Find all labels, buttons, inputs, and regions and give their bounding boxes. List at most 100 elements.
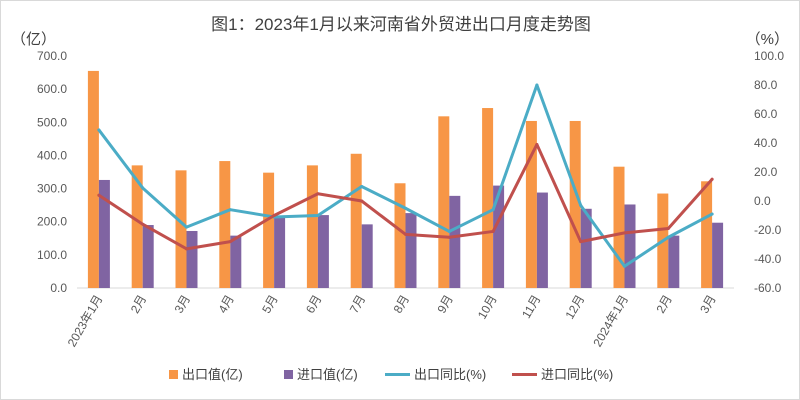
import-value-bar xyxy=(449,195,461,288)
legend: 出口值(亿) 进口值(亿) 出口同比(%) 进口同比(%) xyxy=(169,367,613,382)
legend-label: 进口值(亿) xyxy=(297,367,358,382)
export-value-bar xyxy=(482,108,494,288)
y-right-tick-label: 0.0 xyxy=(754,194,771,208)
export-yoy-point xyxy=(666,235,670,239)
import-value-bar xyxy=(274,216,286,288)
import-value-bar xyxy=(361,224,373,288)
import-value-bar xyxy=(317,215,329,288)
import-yoy-point xyxy=(447,235,451,239)
import-yoy-point xyxy=(185,247,188,251)
import-yoy-point xyxy=(710,177,714,181)
x-category-label: 8月 xyxy=(391,293,412,316)
import-value-bar xyxy=(493,185,505,288)
y-right-tick-label: 80.0 xyxy=(754,78,778,92)
legend-swatch xyxy=(169,370,178,379)
y-left-tick-label: 0.0 xyxy=(50,281,67,295)
export-yoy-point xyxy=(535,83,539,87)
y-right-tick-label: 60.0 xyxy=(754,107,778,121)
x-category-label: 7月 xyxy=(347,293,368,316)
x-category-label: 3月 xyxy=(172,293,193,316)
import-value-bar xyxy=(230,235,242,288)
import-value-bar xyxy=(624,204,636,288)
x-category-label: 9月 xyxy=(434,293,455,316)
import-yoy-point xyxy=(535,142,539,146)
y-left-tick-label: 400.0 xyxy=(37,148,67,162)
import-yoy-point xyxy=(491,229,495,233)
y-right-tick-label: 100.0 xyxy=(754,49,784,63)
x-category-label: 4月 xyxy=(215,293,236,316)
import-value-bar xyxy=(405,213,417,288)
export-yoy-point xyxy=(228,208,232,212)
x-category-label: 2月 xyxy=(128,293,149,316)
import-yoy-point xyxy=(404,232,407,236)
import-yoy-point xyxy=(141,222,145,226)
import-value-bar xyxy=(186,230,198,288)
axes-group: 0.0 100.0 200.0 300.0 400.0 500.0 600.0 700.0 -6… xyxy=(37,49,784,349)
import-value-bar xyxy=(98,179,110,288)
x-category-label: 3月 xyxy=(697,293,718,316)
export-yoy-point xyxy=(579,203,583,207)
import-yoy-point xyxy=(623,231,626,235)
left-axis-unit: （亿） xyxy=(11,31,56,48)
y-right-tick-label: -40.0 xyxy=(754,252,782,266)
export-value-bar xyxy=(569,120,581,289)
import-yoy-point xyxy=(666,227,670,231)
y-right-tick-label: 40.0 xyxy=(754,136,778,150)
import-value-bar xyxy=(712,222,724,288)
chart-title: 图1：2023年1月以来河南省外贸进出口月度走势图 xyxy=(211,15,591,34)
import-yoy-point xyxy=(316,192,320,196)
legend-label: 出口同比(%) xyxy=(414,367,486,382)
y-right-tick-label: -20.0 xyxy=(754,223,782,237)
export-yoy-point xyxy=(97,128,101,132)
export-value-bar xyxy=(613,166,625,288)
right-axis-unit: （%） xyxy=(746,31,789,48)
legend-label: 出口值(亿) xyxy=(182,367,243,382)
y-right-tick-label: 20.0 xyxy=(754,165,778,179)
export-value-bar xyxy=(131,165,143,288)
export-yoy-point xyxy=(491,208,495,212)
export-yoy-point xyxy=(360,185,364,188)
export-yoy-point xyxy=(710,212,714,216)
y-left-tick-label: 500.0 xyxy=(37,115,67,129)
lines-group xyxy=(97,83,714,268)
export-yoy-point xyxy=(623,264,626,268)
import-yoy-point xyxy=(228,240,232,244)
export-value-bar xyxy=(350,153,362,288)
x-category-label: 12月 xyxy=(562,293,587,322)
x-category-label: 5月 xyxy=(259,293,280,316)
import-yoy-point xyxy=(272,214,276,217)
export-value-bar xyxy=(701,181,713,288)
x-category-label: 6月 xyxy=(303,293,324,316)
x-category-label: 2月 xyxy=(653,293,674,316)
export-value-bar xyxy=(438,116,450,288)
legend-swatch xyxy=(284,370,293,379)
import-value-bar xyxy=(580,208,592,288)
export-value-bar xyxy=(525,120,537,289)
x-category-label: 2023年1月 xyxy=(65,293,106,350)
x-category-label: 11月 xyxy=(519,293,543,321)
export-value-bar xyxy=(175,170,187,288)
y-left-tick-label: 300.0 xyxy=(37,182,67,196)
legend-label: 进口同比(%) xyxy=(541,367,613,382)
import-value-bar xyxy=(536,192,548,288)
y-left-tick-label: 100.0 xyxy=(37,248,67,262)
y-left-tick-label: 600.0 xyxy=(37,82,67,96)
bars-group xyxy=(87,70,724,289)
export-value-bar xyxy=(306,165,318,288)
import-yoy-point xyxy=(360,199,364,203)
export-yoy-point xyxy=(185,225,188,229)
export-yoy-point xyxy=(141,186,145,190)
x-category-label: 2024年1月 xyxy=(590,293,631,350)
y-left-tick-label: 200.0 xyxy=(37,215,67,229)
import-value-bar xyxy=(668,235,680,288)
import-value-bar xyxy=(142,225,154,288)
y-right-tick-label: -60.0 xyxy=(754,281,782,295)
y-left-tick-label: 700.0 xyxy=(37,49,67,63)
import-yoy-point xyxy=(97,193,101,197)
import-yoy-point xyxy=(579,240,583,244)
export-value-bar xyxy=(219,161,231,288)
export-value-bar xyxy=(394,183,406,288)
export-value-bar xyxy=(263,172,275,288)
